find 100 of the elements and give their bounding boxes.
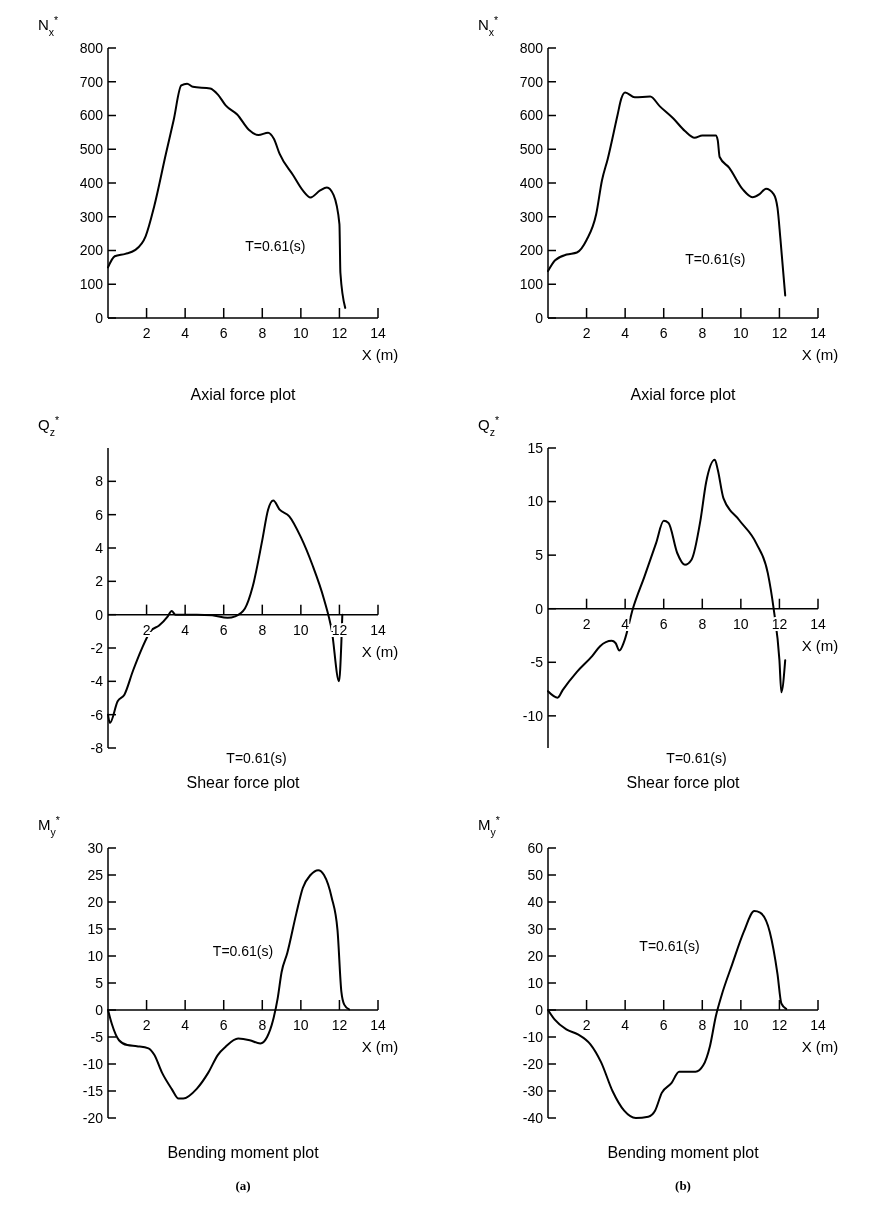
text: Axial force plot (630, 386, 737, 403)
x-tick-label: 2 (142, 1017, 151, 1033)
x-tick-label: 10 (293, 621, 309, 638)
text: Shear force plot (626, 774, 741, 791)
x-tick-label: 4 (181, 1017, 190, 1033)
y-tick-label: 30 (87, 839, 104, 856)
y-tick-label: -15 (82, 1082, 104, 1099)
y-tick-label: 400 (79, 174, 104, 191)
y-tick-label: 400 (519, 174, 544, 191)
x-tick-label: 12 (331, 1017, 348, 1033)
y-tick-label: -5 (90, 1028, 104, 1045)
text: T=0.61(s) (666, 750, 727, 766)
y-tick-label: -4 (90, 673, 104, 690)
y-tick-label: 0 (535, 309, 544, 326)
x-axis-title: X (m) (801, 1038, 839, 1055)
text: (b) (675, 1178, 691, 1193)
y-tick-label: -40 (522, 1109, 544, 1126)
y-tick-label: 0 (95, 1001, 104, 1018)
x-tick-label: 4 (621, 1017, 630, 1033)
y-tick-label: 60 (527, 839, 544, 856)
x-tick-label: 12 (771, 325, 788, 341)
x-tick-label: 8 (698, 615, 707, 632)
y-tick-label: 600 (519, 107, 544, 124)
x-tick-label: 10 (733, 325, 749, 341)
y-tick-label: 200 (519, 242, 544, 259)
x-tick-label: 2 (582, 325, 591, 341)
y-tick-label: 10 (87, 947, 104, 964)
x-tick-label: 6 (659, 1017, 668, 1033)
y-tick-label: 0 (535, 600, 544, 617)
y-tick-label: 800 (519, 39, 544, 56)
x-tick-label: 2 (582, 1017, 591, 1033)
annotation: T=0.61(s) (212, 943, 274, 959)
x-tick-label: 10 (733, 1017, 749, 1033)
y-tick-label: 8 (95, 473, 104, 490)
y-tick-label: 2 (95, 573, 104, 590)
y-tick-label: -10 (522, 1028, 544, 1045)
y-tick-label: -30 (522, 1082, 544, 1099)
y-tick-label: 300 (79, 208, 104, 225)
x-tick-label: 14 (370, 1017, 386, 1033)
x-tick-label: 8 (258, 325, 267, 341)
text: Axial force plot (190, 386, 297, 403)
x-tick-label: 14 (810, 325, 826, 341)
x-axis-title: X (m) (361, 642, 399, 660)
y-tick-label: 10 (527, 493, 544, 510)
text: Bending moment plot (167, 1144, 320, 1161)
x-tick-label: 4 (621, 325, 630, 341)
y-tick-label: 15 (87, 920, 104, 937)
y-tick-label: -10 (82, 1055, 104, 1072)
x-tick-label: 14 (810, 1017, 826, 1033)
x-tick-label: 6 (219, 325, 228, 341)
y-tick-label: -6 (90, 706, 104, 723)
text: Shear force plot (186, 774, 301, 791)
x-tick-label: 8 (698, 325, 707, 341)
y-tick-label: 5 (95, 974, 104, 991)
y-tick-label: 300 (519, 208, 544, 225)
x-tick-label: 6 (659, 325, 668, 341)
y-tick-label: 20 (87, 893, 104, 910)
x-tick-label: 14 (370, 621, 386, 638)
y-tick-label: 4 (95, 539, 104, 556)
y-tick-label: -20 (82, 1109, 104, 1126)
y-tick-label: 0 (95, 309, 104, 326)
x-axis-title: X (m) (361, 1038, 399, 1055)
x-tick-label: 8 (258, 1017, 267, 1033)
y-tick-label: 10 (527, 974, 544, 991)
text: (a) (235, 1178, 251, 1193)
y-tick-label: 25 (87, 866, 104, 883)
y-tick-label: 200 (79, 242, 104, 259)
y-tick-label: 600 (79, 107, 104, 124)
y-tick-label: 5 (535, 547, 544, 564)
x-tick-label: 8 (258, 621, 267, 638)
y-tick-label: 100 (519, 276, 544, 293)
x-tick-label: 12 (771, 1017, 788, 1033)
annotation: T=0.61(s) (639, 937, 700, 954)
y-tick-label: 20 (527, 947, 544, 964)
x-tick-label: 6 (659, 615, 668, 632)
y-tick-label: 40 (527, 893, 544, 910)
x-tick-label: 14 (810, 615, 826, 632)
x-tick-label: 4 (181, 621, 190, 638)
y-tick-label: -2 (90, 639, 104, 656)
x-tick-label: 2 (142, 325, 151, 341)
text: T=0.61(s) (226, 750, 287, 766)
y-tick-label: 0 (535, 1001, 544, 1018)
x-tick-label: 10 (293, 325, 309, 341)
x-tick-label: 4 (621, 615, 630, 632)
y-tick-label: 500 (79, 141, 104, 158)
annotation: T=0.61(s) (245, 237, 306, 254)
y-tick-label: -8 (90, 739, 104, 756)
y-tick-label: -20 (522, 1055, 544, 1072)
x-tick-label: 2 (582, 615, 591, 632)
x-tick-label: 6 (219, 621, 228, 638)
y-tick-label: 700 (79, 73, 104, 90)
y-tick-label: -10 (522, 707, 544, 724)
y-tick-label: 800 (79, 39, 104, 56)
x-tick-label: 10 (293, 1017, 309, 1033)
y-tick-label: 6 (95, 506, 104, 523)
x-tick-label: 10 (733, 615, 749, 632)
y-tick-label: 15 (527, 439, 544, 456)
x-tick-label: 12 (331, 325, 348, 341)
annotation: T=0.61(s) (685, 251, 746, 267)
y-tick-label: 30 (527, 920, 544, 937)
